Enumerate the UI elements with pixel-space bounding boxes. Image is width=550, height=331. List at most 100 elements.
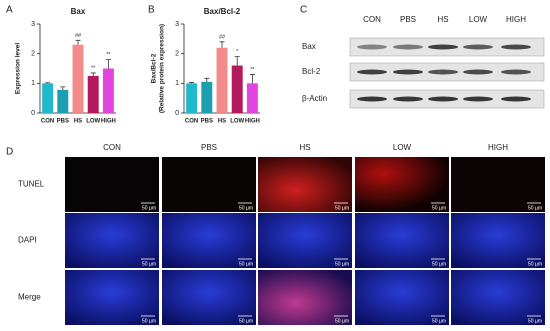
- blot-band: [501, 69, 531, 75]
- blot-column-label: CON: [363, 15, 381, 24]
- y-tick-label: 0: [175, 110, 179, 117]
- blot-band: [463, 69, 493, 75]
- bar: [87, 75, 99, 113]
- bar: [231, 65, 243, 113]
- blot-band: [428, 96, 458, 102]
- scale-bar-label: 50 µm: [142, 205, 156, 211]
- x-tick-label: HS: [74, 119, 82, 125]
- bar: [216, 47, 228, 113]
- scale-bar-label: 50 µm: [335, 318, 349, 324]
- scale-bar-label: 50 µm: [432, 261, 446, 267]
- error-bar: [105, 59, 111, 69]
- x-tick-label: LOW: [230, 119, 244, 125]
- significance-label: ##: [75, 33, 82, 39]
- y-axis-label: Bax/Bcl-2: [151, 53, 158, 83]
- blot-band: [357, 44, 387, 50]
- scale-bar-label: 50 µm: [528, 205, 542, 211]
- blot-band: [393, 69, 423, 75]
- micrograph: [451, 213, 545, 268]
- scale-bar-label: 50 µm: [528, 261, 542, 267]
- image-column-label: LOW: [393, 143, 412, 152]
- x-tick-label: CON: [41, 119, 54, 125]
- significance-label: **: [250, 67, 255, 73]
- x-tick-label: PBS: [57, 119, 69, 125]
- y-tick-label: 0: [31, 110, 35, 117]
- scale-bar-label: 50 µm: [142, 318, 156, 324]
- blot-band: [357, 96, 387, 102]
- y-tick-label: 2: [31, 51, 35, 58]
- y-axis-label: (Relative protein expression): [159, 24, 166, 113]
- image-row-label: DAPI: [18, 236, 37, 245]
- image-row-label: TUNEL: [18, 180, 45, 189]
- x-tick-label: PBS: [201, 119, 213, 125]
- y-axis-label: Expression level: [15, 43, 22, 94]
- scale-bar-label: 50 µm: [239, 205, 253, 211]
- scale-bar-label: 50 µm: [239, 318, 253, 324]
- scale-bar-label: 50 µm: [335, 261, 349, 267]
- micrograph: [258, 270, 352, 325]
- micrograph: [65, 157, 159, 212]
- x-tick-label: LOW: [86, 119, 100, 125]
- blot-band: [428, 69, 458, 75]
- significance-label: **: [106, 52, 111, 58]
- micrograph: [162, 157, 256, 212]
- blot-band: [393, 96, 423, 102]
- micrograph: [355, 270, 449, 325]
- error-bar: [219, 41, 225, 48]
- scale-bar-label: 50 µm: [528, 318, 542, 324]
- bar: [186, 83, 198, 113]
- micrograph: [451, 157, 545, 212]
- error-bar: [75, 39, 81, 45]
- bar: [201, 81, 213, 113]
- blot-row-label: Bcl-2: [302, 67, 321, 76]
- x-tick-label: HIGH: [245, 119, 260, 125]
- error-bar: [204, 77, 210, 82]
- y-tick-label: 3: [31, 21, 35, 28]
- micrograph: [65, 213, 159, 268]
- bar: [57, 89, 69, 113]
- scale-bar-label: 50 µm: [335, 205, 349, 211]
- error-bar: [234, 56, 240, 66]
- chart-title: Bax/Bcl-2: [204, 7, 241, 16]
- blot-band: [357, 69, 387, 75]
- blot-band: [501, 44, 531, 50]
- micrograph: [258, 213, 352, 268]
- significance-label: *: [236, 49, 239, 55]
- blot-band: [393, 44, 423, 50]
- error-bar: [45, 82, 51, 84]
- error-bar: [90, 72, 96, 76]
- x-tick-label: CON: [185, 119, 198, 125]
- panel-label: A: [6, 5, 13, 16]
- panel-label: D: [6, 147, 13, 158]
- image-column-label: CON: [103, 143, 121, 152]
- blot-column-label: HS: [437, 15, 448, 24]
- bar: [42, 83, 54, 113]
- micrograph: [65, 270, 159, 325]
- blot-column-label: PBS: [400, 15, 416, 24]
- bar: [246, 83, 258, 113]
- micrograph: [162, 213, 256, 268]
- blot-band: [463, 96, 493, 102]
- scale-bar-label: 50 µm: [142, 261, 156, 267]
- chart-title: Bax: [71, 7, 86, 16]
- blot-band: [463, 44, 493, 50]
- y-tick-label: 1: [175, 80, 179, 87]
- panel-label: B: [148, 5, 155, 16]
- x-tick-label: HIGH: [101, 119, 116, 125]
- y-tick-label: 3: [175, 21, 179, 28]
- panel-label: C: [300, 5, 307, 16]
- y-tick-label: 2: [175, 51, 179, 58]
- micrograph: [258, 157, 352, 212]
- micrograph: [162, 270, 256, 325]
- image-row-label: Merge: [18, 293, 41, 302]
- error-bar: [60, 86, 66, 90]
- y-tick-label: 1: [31, 80, 35, 87]
- micrograph: [355, 157, 449, 212]
- blot-band: [501, 96, 531, 102]
- blot-row-label: β-Actin: [302, 94, 327, 103]
- blot-band: [428, 44, 458, 50]
- micrograph: [451, 270, 545, 325]
- significance-label: **: [91, 65, 96, 71]
- micrograph: [355, 213, 449, 268]
